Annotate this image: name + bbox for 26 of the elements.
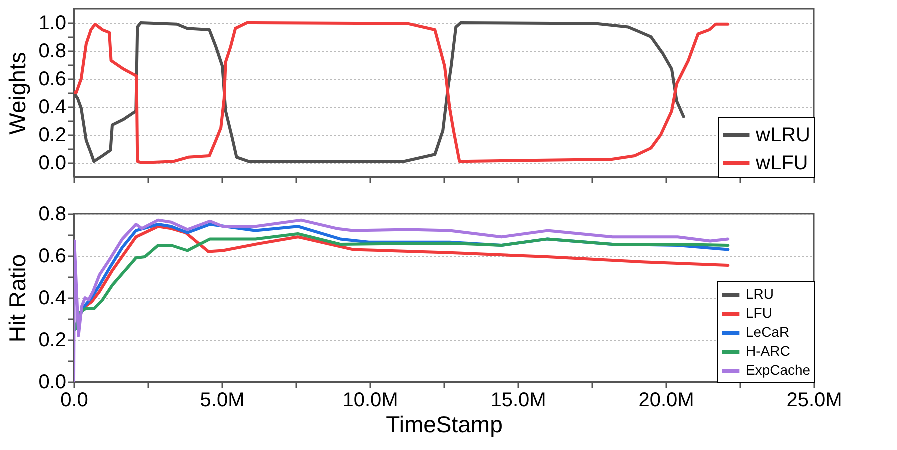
legend-label: H-ARC: [746, 343, 790, 359]
y-tick-label: 0.6: [38, 246, 66, 268]
y-tick-label: 0.2: [38, 124, 66, 146]
x-tick-label: 5.0M: [200, 390, 245, 412]
x-tick-label: 10.0M: [342, 390, 398, 412]
legend-label: LRU: [746, 286, 774, 302]
y-tick-label: 0.2: [38, 330, 66, 352]
y-axis-title: Weights: [4, 52, 31, 135]
x-axis-title: TimeStamp: [386, 412, 503, 438]
legend-label: wLRU: [755, 124, 810, 146]
y-tick-label: 0.8: [38, 204, 66, 226]
y-tick-label: 0.0: [38, 152, 66, 174]
x-tick-label: 15.0M: [490, 390, 546, 412]
line-series: [74, 218, 730, 382]
x-tick-label: 25.0M: [786, 390, 842, 412]
y-tick-label: 0.8: [38, 40, 66, 62]
y-tick-label: 0.4: [38, 288, 66, 310]
y-tick-label: 0.6: [38, 68, 66, 90]
x-tick-label: 20.0M: [638, 390, 694, 412]
legend-label: LeCaR: [746, 324, 790, 340]
legend-label: LFU: [746, 305, 772, 321]
legend-label: ExpCache: [746, 362, 811, 378]
y-tick-label: 0.4: [38, 96, 66, 118]
y-axis-title: Hit Ratio: [4, 254, 31, 343]
legend-label: wLFU: [755, 152, 808, 174]
y-tick-label: 1.0: [38, 12, 66, 34]
